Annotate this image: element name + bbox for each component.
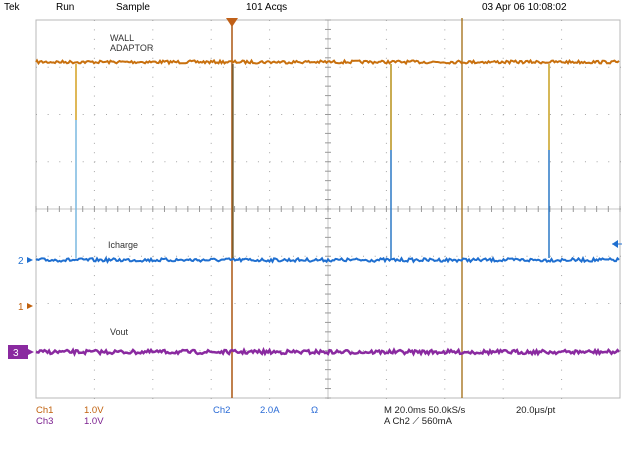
ch3-name[interactable]: Ch3 <box>36 416 54 427</box>
status-bar: Tek Run Sample 101 Acqs 03 Apr 06 10:08:… <box>0 0 626 18</box>
ch2-marker-arrow-icon <box>27 257 33 263</box>
trigger-readout[interactable]: A Ch2 ⟋ 560mA <box>384 416 452 427</box>
ch2-marker-label: 2 <box>18 256 24 267</box>
icharge-trace <box>35 255 620 264</box>
ch2-name[interactable]: Ch2 <box>213 405 231 416</box>
spike-group <box>75 64 550 258</box>
wall-label-line1: WALL <box>110 33 134 43</box>
ch1-ground-marker[interactable]: 1 <box>18 302 33 313</box>
brand-label: Tek <box>4 2 20 13</box>
ch3-scale[interactable]: 1.0V <box>84 416 104 427</box>
wall-adaptor-trace <box>35 58 620 66</box>
trigger-position-icon[interactable] <box>226 18 238 27</box>
timebase-readout[interactable]: M 20.0ms 50.0kS/s <box>384 405 466 416</box>
resolution-readout: 20.0μs/pt <box>516 405 556 416</box>
ch2-ground-marker[interactable]: 2 <box>18 256 33 267</box>
acquisition-count: 101 Acqs <box>246 2 288 13</box>
ch1-name[interactable]: Ch1 <box>36 405 54 416</box>
ch3-marker-arrow-icon <box>28 349 34 355</box>
vout-label: Vout <box>110 327 129 337</box>
run-state[interactable]: Run <box>56 2 75 13</box>
wall-label-line2: ADAPTOR <box>110 43 154 53</box>
measurement-readout: Ch1 1.0V Ch3 1.0V Ch2 2.0A Ω M 20.0ms 50… <box>0 402 626 432</box>
ch3-marker-box <box>8 345 28 359</box>
ch2-impedance-unit: Ω <box>311 405 319 416</box>
ch3-ground-marker[interactable]: 3 <box>8 345 34 359</box>
ch1-scale[interactable]: 1.0V <box>84 405 104 416</box>
icharge-label: Icharge <box>108 240 138 250</box>
ch1-marker-label: 1 <box>18 302 24 313</box>
ch3-marker-label: 3 <box>13 348 19 359</box>
graticule <box>35 19 621 399</box>
ch1-marker-arrow-icon <box>27 303 33 309</box>
vout-trace <box>35 346 620 358</box>
acquisition-mode[interactable]: Sample <box>116 2 150 13</box>
ch2-scale[interactable]: 2.0A <box>260 405 280 416</box>
datetime: 03 Apr 06 10:08:02 <box>482 2 567 13</box>
